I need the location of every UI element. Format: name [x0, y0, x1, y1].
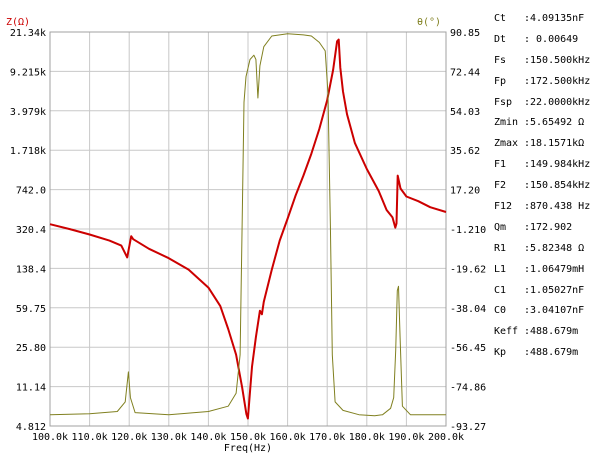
left-tick-label: 3.979k [10, 107, 46, 118]
x-tick-label: 110.0k [72, 432, 108, 443]
param-value: : 0.00649 [524, 33, 579, 45]
param-value: :3.04107nF [524, 305, 585, 317]
right-tick-label: -74.86 [450, 383, 486, 394]
x-tick-label: 200.0k [428, 432, 464, 443]
right-tick-label: 90.85 [450, 28, 480, 39]
param-row: C1 :1.05027nF [494, 281, 596, 302]
left-tick-label: 320.4 [16, 225, 46, 236]
param-name: Zmax [494, 138, 519, 150]
param-name: C1 [494, 284, 507, 296]
param-name: F12 [494, 201, 513, 213]
left-tick-label: 742.0 [16, 186, 46, 197]
param-name: Qm [494, 221, 507, 233]
param-value: :5.82348 Ω [524, 242, 585, 254]
param-value: :1.06479mH [524, 263, 585, 275]
param-value: :5.65492 Ω [524, 117, 585, 129]
param-value: :18.1571kΩ [524, 138, 585, 150]
right-tick-label: 72.44 [450, 67, 480, 78]
param-value: :149.984kHz [524, 159, 591, 171]
right-tick-label: -38.04 [450, 304, 486, 315]
param-row: Dt : 0.00649 [494, 30, 596, 51]
param-name: R1 [494, 242, 507, 254]
x-tick-label: 160.0k [270, 432, 306, 443]
left-tick-label: 4.812 [16, 422, 46, 433]
param-value: :4.09135nF [524, 13, 585, 24]
param-value: :488.679m [524, 326, 579, 338]
param-row: L1 :1.06479mH [494, 260, 596, 281]
x-tick-label: 120.0k [111, 432, 147, 443]
param-value: :172.902 [524, 221, 573, 233]
param-name: Kp [494, 347, 507, 359]
left-tick-label: 25.80 [16, 343, 46, 354]
param-name: Fp [494, 75, 507, 87]
left-tick-label: 138.4 [16, 264, 46, 275]
right-tick-label: -56.45 [450, 343, 486, 354]
param-value: :1.05027nF [524, 284, 585, 296]
parameter-panel: Ct :4.09135nF Dt : 0.00649 Fs :150.500kHz Fp :1… [494, 9, 596, 364]
param-name: Dt [494, 33, 507, 45]
param-name: F2 [494, 180, 507, 192]
left-tick-label: 21.34k [10, 28, 46, 39]
right-tick-label: -19.62 [450, 264, 486, 275]
x-tick-label: 140.0k [190, 432, 226, 443]
right-tick-label: -1.210 [450, 225, 486, 236]
right-axis-unit: θ(°) [417, 17, 441, 28]
param-row: Zmin :5.65492 Ω [494, 113, 596, 134]
x-tick-label: 170.0k [309, 432, 345, 443]
param-value: :150.500kHz [524, 54, 591, 66]
x-tick-label: 190.0k [388, 432, 424, 443]
param-name: F1 [494, 159, 507, 171]
left-tick-label: 59.75 [16, 304, 46, 315]
param-name: Keff [494, 326, 519, 338]
param-value: :150.854kHz [524, 180, 591, 192]
x-axis-label: Freq(Hz) [224, 443, 272, 454]
param-row: F12 :870.438 Hz [494, 197, 596, 218]
left-tick-label: 11.14 [16, 383, 46, 394]
right-tick-label: -93.27 [450, 422, 486, 433]
param-name: Fs [494, 54, 507, 66]
x-tick-label: 150.0k [230, 432, 266, 443]
param-name: Ct [494, 13, 507, 24]
param-row: Qm :172.902 [494, 218, 596, 239]
param-row: R1 :5.82348 Ω [494, 239, 596, 260]
param-row: Keff :488.679m [494, 322, 596, 343]
param-row: Fs :150.500kHz [494, 51, 596, 72]
param-name: L1 [494, 263, 507, 275]
param-row: F1 :149.984kHz [494, 155, 596, 176]
param-row: Fp :172.500kHz [494, 72, 596, 93]
right-tick-label: 17.20 [450, 186, 480, 197]
phase-series-line [49, 33, 446, 417]
param-value: :488.679m [524, 347, 579, 359]
param-row: C0 :3.04107nF [494, 301, 596, 322]
param-name: C0 [494, 305, 507, 317]
right-tick-label: 54.03 [450, 107, 480, 118]
param-row: Ct :4.09135nF [494, 9, 596, 30]
param-name: Zmin [494, 117, 519, 129]
param-row: Kp :488.679m [494, 343, 596, 364]
x-tick-label: 130.0k [151, 432, 187, 443]
param-row: F2 :150.854kHz [494, 176, 596, 197]
right-tick-label: 35.62 [450, 146, 480, 157]
left-tick-label: 1.718k [10, 146, 46, 157]
x-tick-label: 100.0k [32, 432, 68, 443]
impedance-series-line [49, 38, 447, 420]
param-row: Zmax :18.1571kΩ [494, 134, 596, 155]
param-name: Fsp [494, 96, 513, 108]
x-tick-label: 180.0k [349, 432, 385, 443]
param-value: :870.438 Hz [524, 201, 591, 213]
param-value: :172.500kHz [524, 75, 591, 87]
left-tick-label: 9.215k [10, 67, 46, 78]
param-value: :22.0000kHz [524, 96, 591, 108]
plot-frame [49, 31, 447, 427]
param-row: Fsp :22.0000kHz [494, 93, 596, 114]
left-axis-unit: Z(Ω) [6, 17, 30, 28]
